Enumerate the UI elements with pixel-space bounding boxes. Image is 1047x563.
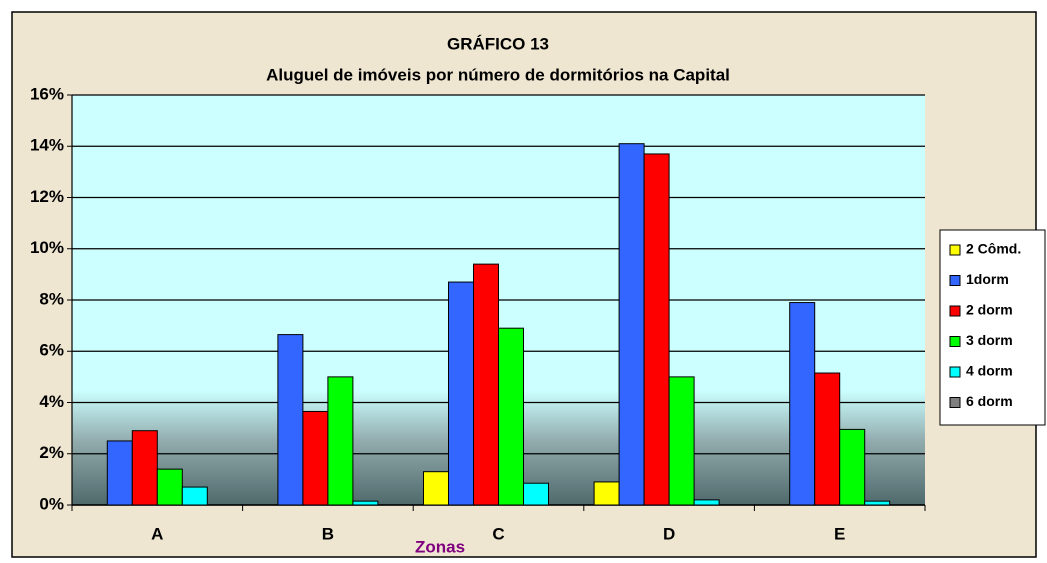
bar <box>789 302 816 506</box>
y-tick-label: 10% <box>30 238 64 257</box>
legend-label: 1dorm <box>966 271 1009 287</box>
bar <box>814 372 841 506</box>
bar <box>618 143 645 506</box>
legend-label: 6 dorm <box>966 393 1013 409</box>
bar <box>523 482 549 506</box>
bar <box>864 500 891 506</box>
y-tick-label: 8% <box>39 289 64 308</box>
y-tick-label: 2% <box>39 443 64 462</box>
x-tick-label: D <box>663 524 675 543</box>
y-tick-label: 4% <box>39 392 64 411</box>
x-tick-label: C <box>492 524 504 543</box>
bar <box>423 471 449 506</box>
legend-swatch <box>949 336 961 347</box>
legend <box>939 229 1046 426</box>
chart-title: GRÁFICO 13 <box>447 34 549 53</box>
bar <box>473 263 499 506</box>
legend-label: 4 dorm <box>966 363 1013 379</box>
y-tick-label: 0% <box>39 494 64 513</box>
bar <box>156 468 183 506</box>
chart-subtitle: Aluguel de imóveis por número de dormitó… <box>266 65 730 84</box>
bar <box>352 500 379 506</box>
x-tick-label: B <box>322 524 334 543</box>
legend-label: 2 Cômd. <box>966 241 1021 257</box>
bar <box>593 481 620 506</box>
bar <box>643 153 670 506</box>
x-tick-label: A <box>151 524 163 543</box>
legend-swatch <box>949 305 961 317</box>
x-axis-label: Zonas <box>415 537 465 556</box>
legend-swatch <box>949 366 961 378</box>
bar <box>448 281 474 506</box>
bar <box>106 440 133 506</box>
bar <box>181 486 208 506</box>
bar <box>277 334 304 506</box>
bar <box>668 376 695 506</box>
bar <box>131 430 158 506</box>
bar <box>839 428 866 506</box>
y-tick-label: 14% <box>30 136 64 155</box>
legend-label: 2 dorm <box>966 302 1013 318</box>
bar <box>498 327 524 506</box>
bar <box>302 410 329 506</box>
bar <box>327 376 354 506</box>
bar <box>693 499 720 506</box>
legend-swatch <box>949 275 961 286</box>
y-tick-label: 12% <box>30 187 64 206</box>
legend-swatch <box>949 244 961 256</box>
x-tick-label: E <box>834 524 845 543</box>
y-tick-label: 6% <box>39 341 64 360</box>
y-tick-label: 16% <box>30 84 64 103</box>
legend-swatch <box>949 397 961 408</box>
legend-label: 3 dorm <box>966 332 1013 348</box>
